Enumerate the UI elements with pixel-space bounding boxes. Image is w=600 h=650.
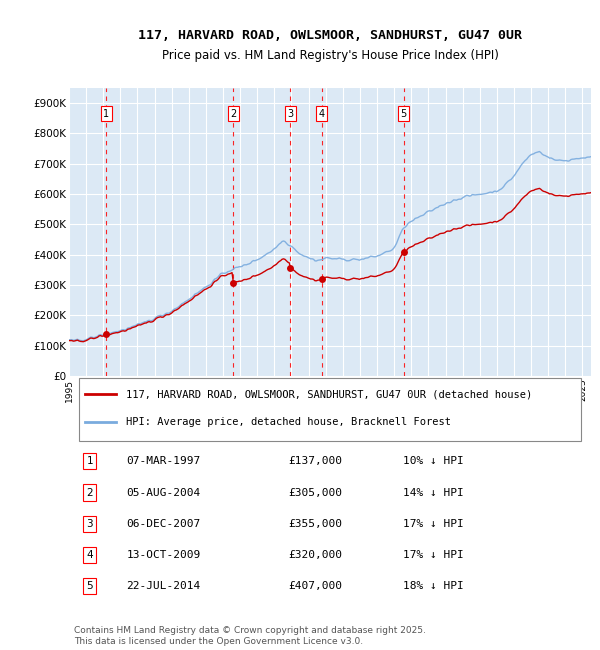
Text: £305,000: £305,000 bbox=[288, 488, 342, 497]
FancyBboxPatch shape bbox=[79, 378, 581, 441]
Text: 5: 5 bbox=[86, 581, 93, 592]
Text: 14% ↓ HPI: 14% ↓ HPI bbox=[403, 488, 464, 497]
Text: 4: 4 bbox=[86, 550, 93, 560]
Text: HPI: Average price, detached house, Bracknell Forest: HPI: Average price, detached house, Brac… bbox=[127, 417, 451, 426]
Text: 3: 3 bbox=[287, 109, 293, 118]
Text: 4: 4 bbox=[319, 109, 325, 118]
Text: Price paid vs. HM Land Registry's House Price Index (HPI): Price paid vs. HM Land Registry's House … bbox=[161, 49, 499, 62]
Text: 3: 3 bbox=[86, 519, 93, 529]
Text: 2: 2 bbox=[86, 488, 93, 497]
Text: £407,000: £407,000 bbox=[288, 581, 342, 592]
Text: £320,000: £320,000 bbox=[288, 550, 342, 560]
Text: 13-OCT-2009: 13-OCT-2009 bbox=[127, 550, 200, 560]
Text: 07-MAR-1997: 07-MAR-1997 bbox=[127, 456, 200, 466]
Text: £137,000: £137,000 bbox=[288, 456, 342, 466]
Text: 22-JUL-2014: 22-JUL-2014 bbox=[127, 581, 200, 592]
Text: 17% ↓ HPI: 17% ↓ HPI bbox=[403, 519, 464, 529]
Text: 05-AUG-2004: 05-AUG-2004 bbox=[127, 488, 200, 497]
Text: 18% ↓ HPI: 18% ↓ HPI bbox=[403, 581, 464, 592]
Text: 5: 5 bbox=[400, 109, 407, 118]
Text: 06-DEC-2007: 06-DEC-2007 bbox=[127, 519, 200, 529]
Text: 17% ↓ HPI: 17% ↓ HPI bbox=[403, 550, 464, 560]
Text: 117, HARVARD ROAD, OWLSMOOR, SANDHURST, GU47 0UR (detached house): 117, HARVARD ROAD, OWLSMOOR, SANDHURST, … bbox=[127, 389, 533, 399]
Text: Contains HM Land Registry data © Crown copyright and database right 2025.
This d: Contains HM Land Registry data © Crown c… bbox=[74, 626, 426, 645]
Text: 2: 2 bbox=[230, 109, 236, 118]
Text: 1: 1 bbox=[103, 109, 109, 118]
Text: £355,000: £355,000 bbox=[288, 519, 342, 529]
Text: 1: 1 bbox=[86, 456, 93, 466]
Text: 117, HARVARD ROAD, OWLSMOOR, SANDHURST, GU47 0UR: 117, HARVARD ROAD, OWLSMOOR, SANDHURST, … bbox=[138, 29, 522, 42]
Text: 10% ↓ HPI: 10% ↓ HPI bbox=[403, 456, 464, 466]
